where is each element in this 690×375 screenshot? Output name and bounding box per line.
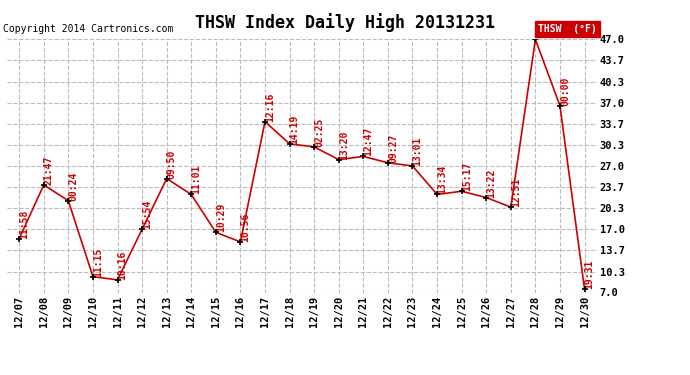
Text: 11:58: 11:58	[19, 209, 29, 239]
Text: 15:54: 15:54	[142, 200, 152, 229]
Text: 00:00: 00:00	[560, 76, 570, 106]
Text: 11:15: 11:15	[93, 247, 103, 277]
Text: 11:01: 11:01	[191, 165, 201, 194]
Text: THSW Index Daily High 20131231: THSW Index Daily High 20131231	[195, 13, 495, 32]
Text: 13:34: 13:34	[437, 165, 447, 194]
Text: 02:25: 02:25	[314, 118, 324, 147]
Text: 15:17: 15:17	[462, 162, 472, 191]
Text: 10:16: 10:16	[117, 251, 128, 280]
Text: 14:19: 14:19	[290, 114, 299, 144]
Text: 13:22: 13:22	[486, 168, 496, 198]
Text: 12:51: 12:51	[511, 178, 521, 207]
Text: 12:47: 12:47	[364, 127, 373, 156]
Text: 19:31: 19:31	[584, 260, 595, 290]
Text: Copyright 2014 Cartronics.com: Copyright 2014 Cartronics.com	[3, 24, 174, 34]
Text: 12:16: 12:16	[265, 92, 275, 122]
Text: 10:29: 10:29	[216, 203, 226, 232]
Text: 09:50: 09:50	[167, 149, 177, 178]
Text: 13:20: 13:20	[339, 130, 348, 160]
Text: 00:24: 00:24	[68, 171, 79, 201]
Text: 09:27: 09:27	[388, 134, 398, 163]
Text: THSW  (°F): THSW (°F)	[538, 24, 597, 34]
Text: 21:47: 21:47	[43, 156, 54, 185]
Text: 10:56: 10:56	[240, 213, 250, 242]
Text: 13:01: 13:01	[413, 136, 422, 166]
